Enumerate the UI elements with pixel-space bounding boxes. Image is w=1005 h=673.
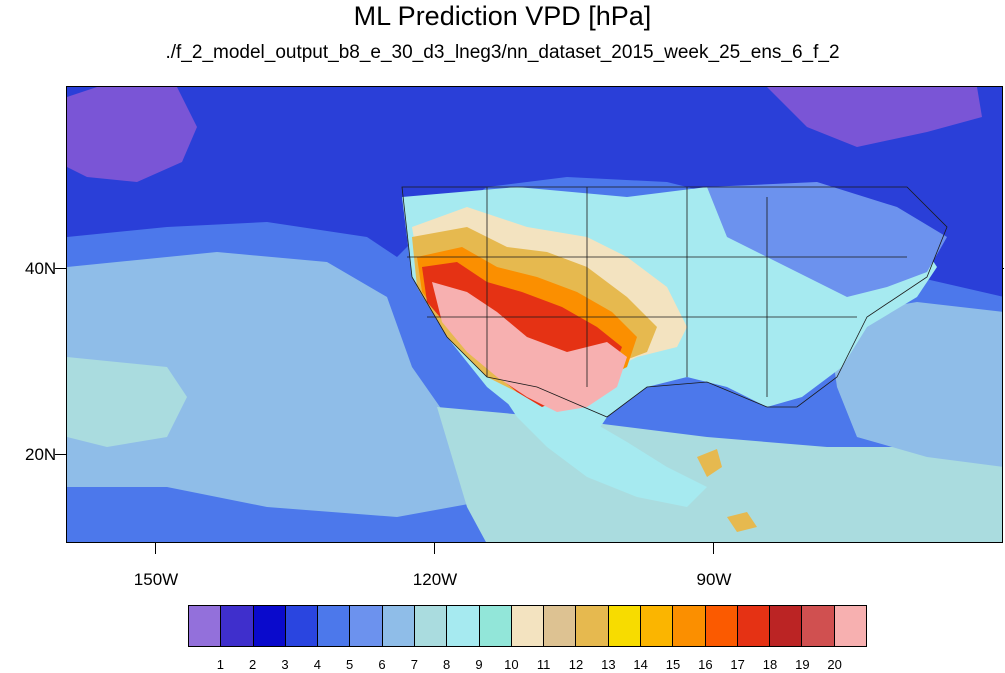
color-bar-swatch [414,606,448,646]
lon-tick-150w [155,543,156,554]
color-bar-label: 14 [633,657,648,672]
map-title: ML Prediction VPD [hPa] [353,1,652,31]
color-bar-swatch [834,606,866,646]
color-bar-swatch [737,606,771,646]
color-bar-label: 9 [475,657,483,672]
caribbean-island-gold [697,449,722,477]
northwest-purple [67,87,197,182]
mexico-land [497,387,707,507]
color-bar-label: 18 [762,657,778,672]
vpd-color-bar-labels: 1 2 3 4 5 6 7 8 9 10 11 12 13 14 15 16 17 18 19 20 [188,657,867,673]
color-bar-label: 4 [313,657,321,672]
color-bar-label: 19 [795,657,810,672]
color-bar-label: 1 [216,657,224,672]
color-bar-swatch [511,606,545,646]
lon-label-90w: 90W [696,570,732,589]
interior-pink [432,282,627,412]
color-bar-label: 12 [568,657,584,672]
political-boundaries [401,186,948,418]
northeast-purple [767,87,982,147]
color-bar-label: 10 [504,657,519,672]
color-bar-label: 5 [346,657,354,672]
color-bar-label: 8 [443,657,451,672]
color-bar-label: 11 [536,657,551,672]
color-bar-swatch [285,606,319,646]
color-bar-label: 13 [601,657,616,672]
color-bar-swatch [802,606,835,646]
color-bar-label: 15 [665,657,681,672]
pacific-pale [67,357,187,447]
map-subtitle: ./f_2_model_output_b8_e_30_d3_lneg3/nn_d… [165,42,840,63]
color-bar-label: 16 [698,657,713,672]
pacific-light-band [67,252,507,517]
color-bar-swatch [640,606,674,646]
lon-label-150w: 150W [133,570,179,589]
atlantic-light [827,302,1002,467]
color-bar-label: 7 [410,657,418,672]
color-bar-swatch [705,606,738,646]
color-bar-swatch [770,606,803,646]
lat-tick-40n-right [1003,268,1004,269]
lat-label-20n: 20N [25,445,57,464]
lon-tick-120w [434,543,435,554]
color-bar-swatch [189,606,222,646]
color-bar-swatch [253,606,286,646]
color-bar-label: 3 [281,657,289,672]
color-bar-swatch [382,606,415,646]
lon-tick-90w [713,543,714,554]
color-bar-swatch [318,606,351,646]
lon-label-120w: 120W [412,570,458,589]
lat-tick-40n [55,268,66,269]
map-panel [66,86,1003,543]
color-bar-swatch [479,606,512,646]
color-bar-swatch [544,606,577,646]
color-bar-label: 2 [249,657,257,672]
central-america-gold [727,512,757,532]
northern-deep-band [67,87,1002,297]
lat-tick-20n [55,454,66,455]
us-border [401,186,948,418]
color-bar-swatch [608,606,641,646]
color-bar-swatch [673,606,706,646]
color-bar-label: 20 [827,657,842,672]
color-bar-swatch [447,606,480,646]
color-bar-label: 6 [378,657,386,672]
color-bar-swatch [576,606,609,646]
color-bar-swatch [350,606,383,646]
lat-label-40n: 40N [25,259,57,278]
color-bar-label: 17 [730,657,745,672]
vpd-contour-map [67,87,1002,542]
vpd-color-bar [188,605,867,647]
color-bar-swatch [221,606,254,646]
